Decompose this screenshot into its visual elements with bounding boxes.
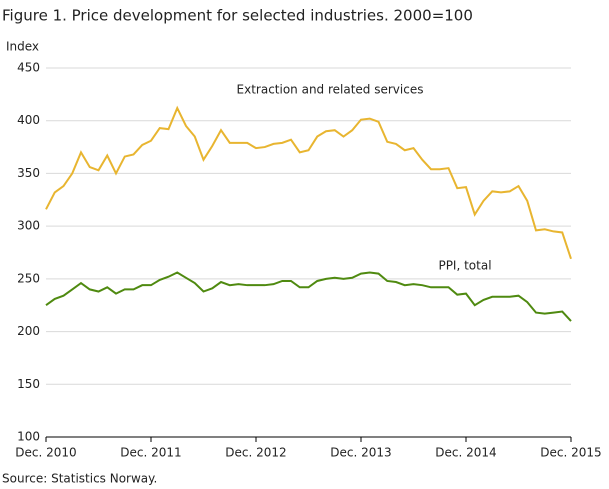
y-tick-label: 450 xyxy=(17,61,40,75)
y-tick-label: 400 xyxy=(17,113,40,127)
y-axis-label: Index xyxy=(6,40,39,54)
y-tick-label: 300 xyxy=(17,219,40,233)
series-label: Extraction and related services xyxy=(237,83,424,97)
series-label: PPI, total xyxy=(438,259,491,273)
x-tick-label: Dec. 2014 xyxy=(435,446,496,460)
x-tick-label: Dec. 2013 xyxy=(330,446,391,460)
y-tick-label: 200 xyxy=(17,324,40,338)
series-line xyxy=(45,105,572,260)
x-tick-label: Dec. 2011 xyxy=(120,446,181,460)
source: Source: Statistics Norway. xyxy=(2,472,157,486)
x-tick-label: Dec. 2015 xyxy=(540,446,601,460)
y-tick-label: 100 xyxy=(17,430,40,444)
x-tick-label: Dec. 2012 xyxy=(225,446,286,460)
series-line xyxy=(45,271,572,322)
y-tick-label: 250 xyxy=(17,271,40,285)
y-tick-label: 150 xyxy=(17,377,40,391)
x-tick-label: Dec. 2010 xyxy=(15,446,76,460)
y-tick-label: 350 xyxy=(17,166,40,180)
chart-title: Figure 1. Price development for selected… xyxy=(2,7,473,25)
